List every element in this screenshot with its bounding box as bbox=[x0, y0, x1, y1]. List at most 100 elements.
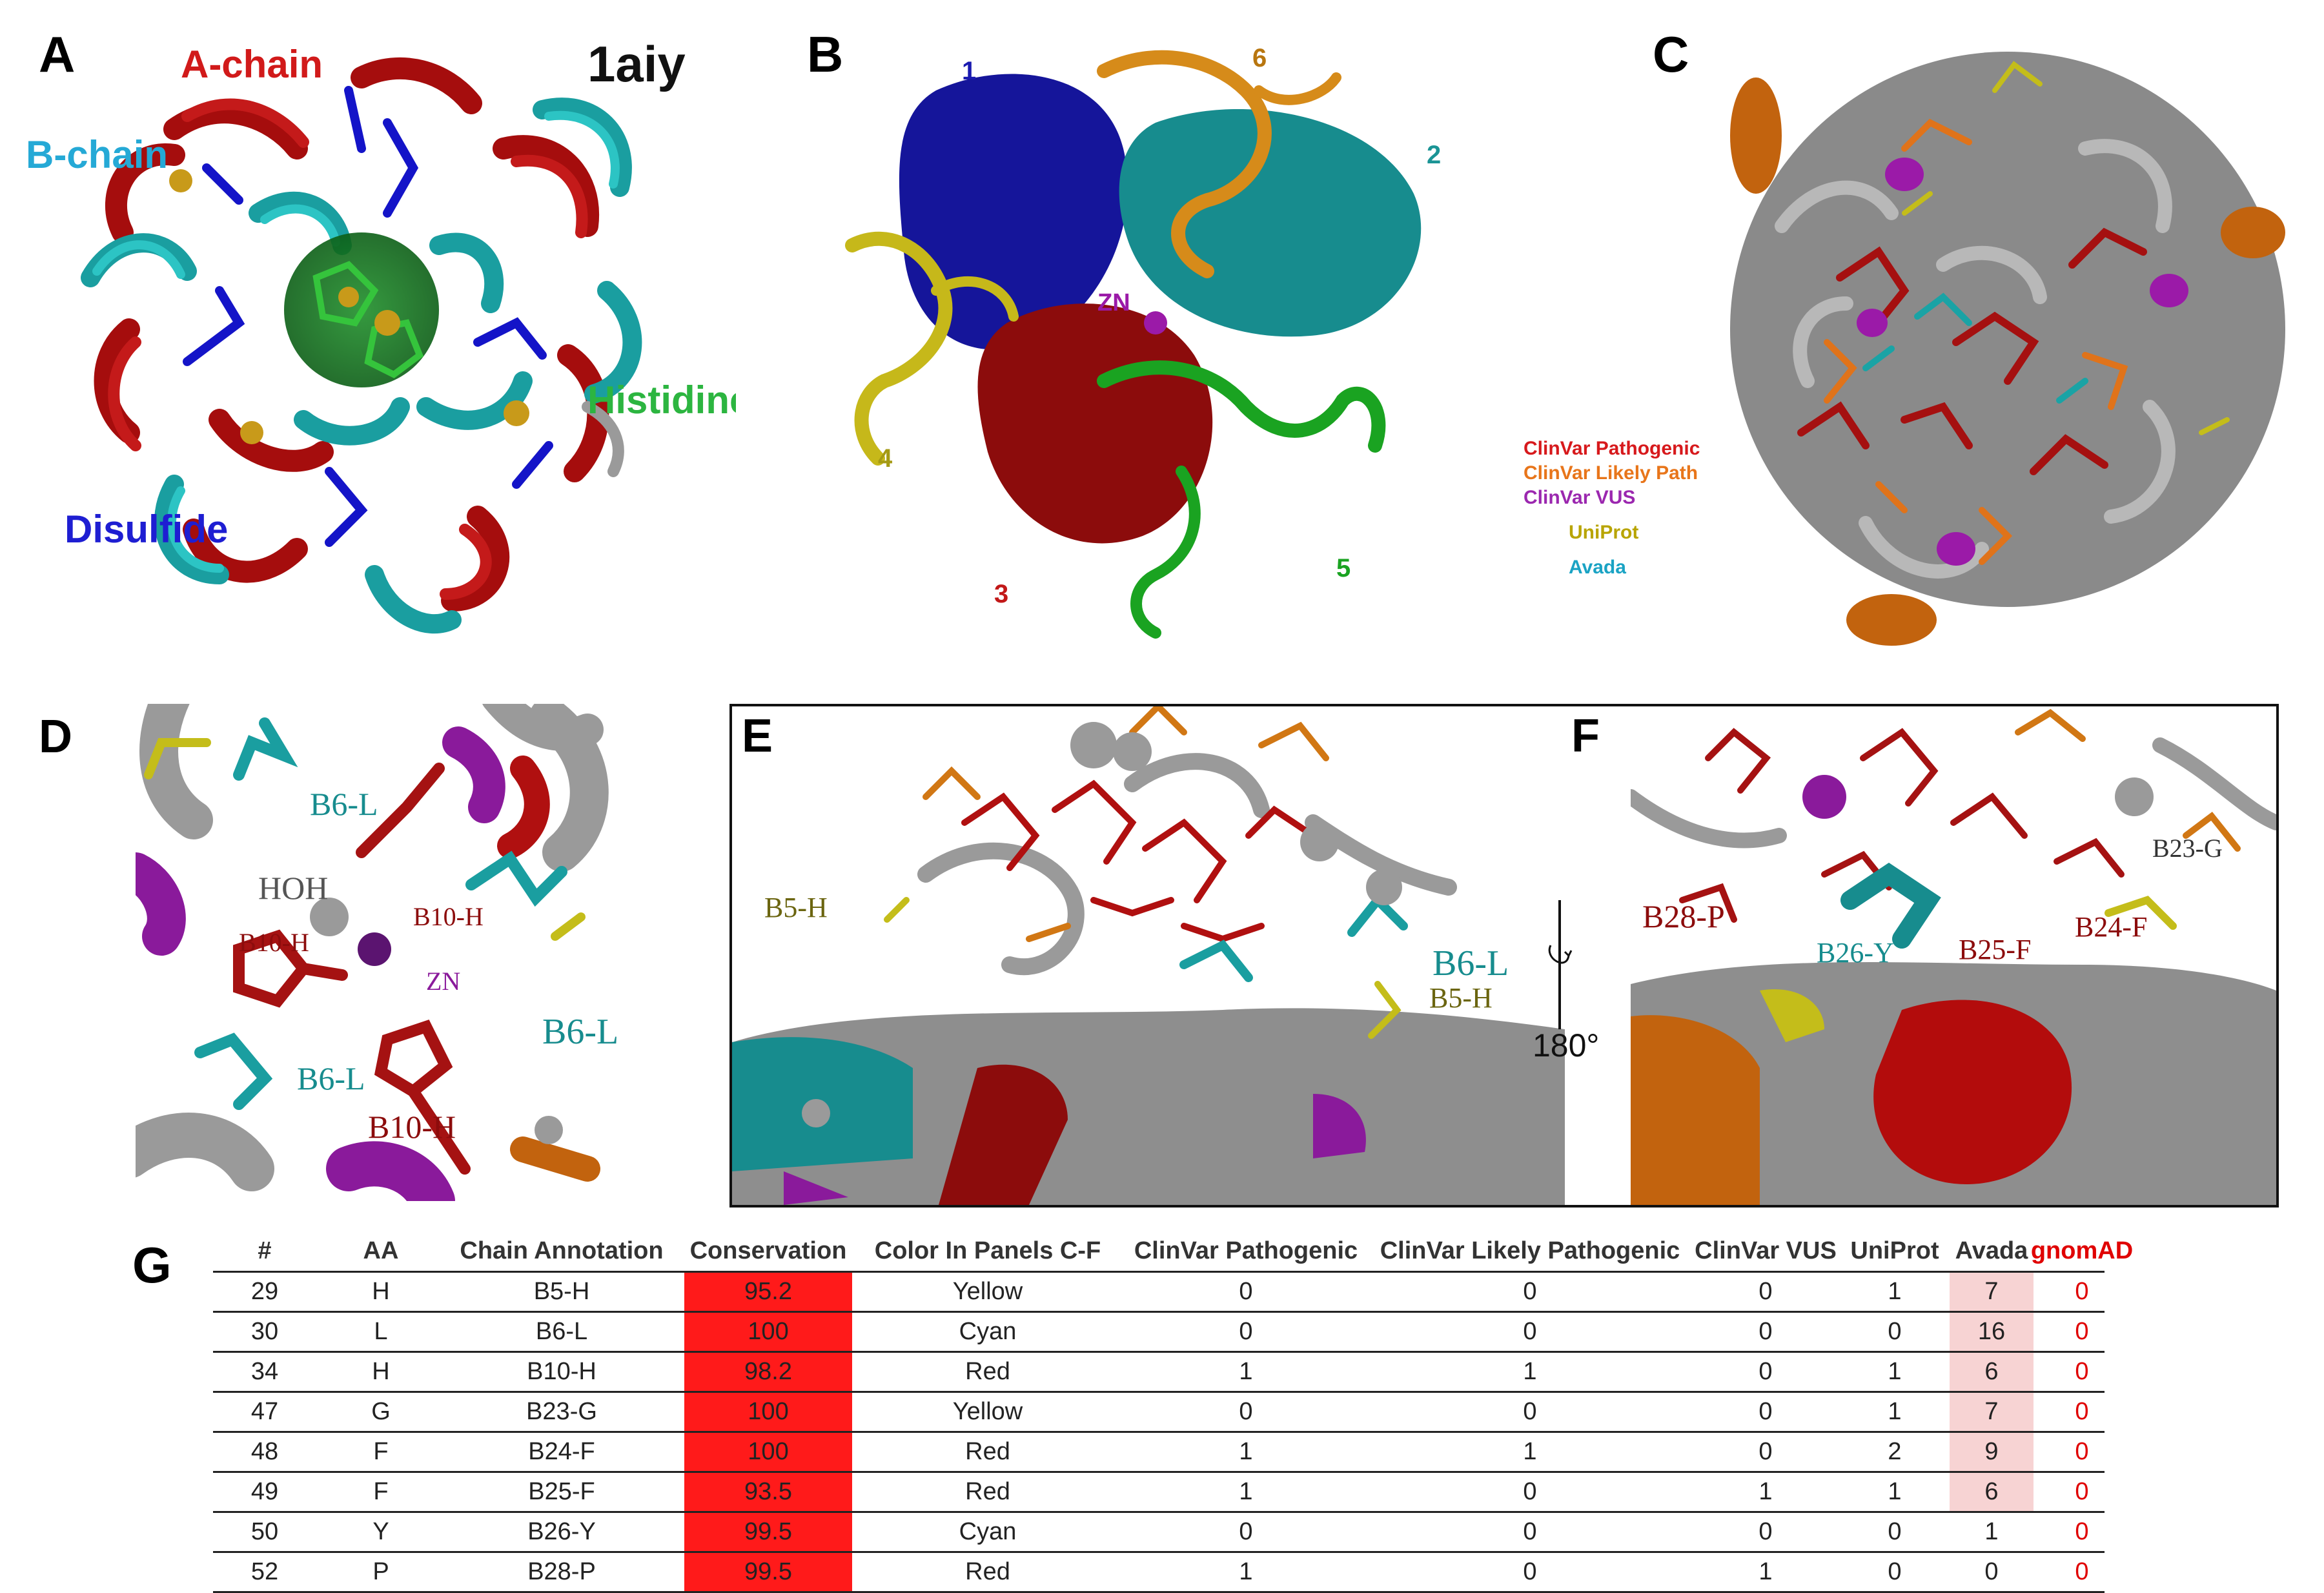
cell-clinvar-likely-pathogenic: 0 bbox=[1523, 1278, 1537, 1305]
cell-gnomad: 0 bbox=[2075, 1558, 2089, 1585]
cell-color: Yellow bbox=[952, 1398, 1023, 1425]
cell-clinvar-vus: 1 bbox=[1758, 1478, 1773, 1505]
cell-conservation: 93.5 bbox=[684, 1473, 852, 1511]
legend-uniprot: UniProt bbox=[1569, 522, 1639, 543]
cell-gnomad: 0 bbox=[2075, 1398, 2089, 1425]
panel-d-label: D bbox=[39, 711, 72, 763]
panel-a-label: A bbox=[39, 26, 76, 83]
cell-num: 52 bbox=[250, 1558, 279, 1585]
f-b25f: B25-F bbox=[1959, 934, 2032, 965]
cell-aa: F bbox=[373, 1438, 389, 1465]
cell-conservation: 99.5 bbox=[684, 1513, 852, 1551]
cell-conservation: 98.2 bbox=[684, 1353, 852, 1391]
cell-conservation: 100 bbox=[684, 1313, 852, 1351]
cell-aa: H bbox=[372, 1358, 390, 1385]
cell-aa: H bbox=[372, 1278, 390, 1305]
cell-color: Red bbox=[965, 1358, 1010, 1385]
cell-chain-annotation: B24-F bbox=[528, 1438, 595, 1465]
table-row: 29 H B5-H 95.2 Yellow 0 0 0 1 7 0 bbox=[213, 1273, 2105, 1313]
cell-chain-annotation: B6-L bbox=[535, 1318, 588, 1345]
cell-uniprot: 0 bbox=[1888, 1318, 1902, 1345]
cell-clinvar-pathogenic: 0 bbox=[1239, 1278, 1253, 1305]
cell-conservation: 95.2 bbox=[684, 1273, 852, 1311]
cell-uniprot: 2 bbox=[1888, 1438, 1902, 1465]
cell-aa: Y bbox=[372, 1518, 389, 1545]
cell-clinvar-vus: 1 bbox=[1758, 1558, 1773, 1585]
legend-clinvar-pathogenic: ClinVar Pathogenic bbox=[1524, 438, 1700, 459]
panel-c-legend: ClinVar Pathogenic ClinVar Likely Path C… bbox=[1524, 439, 1700, 577]
cell-gnomad: 0 bbox=[2075, 1358, 2089, 1385]
d-b6l-top: B6-L bbox=[310, 786, 378, 822]
panel-f-label: F bbox=[1571, 710, 1600, 762]
panel-c-label: C bbox=[1653, 26, 1689, 83]
d-b6l-right: B6-L bbox=[542, 1012, 619, 1052]
header-avada: Avada bbox=[1955, 1237, 2028, 1264]
cell-conservation: 100 bbox=[684, 1433, 852, 1471]
e-b5h-left: B5-H bbox=[764, 892, 828, 923]
header-clinvar-likely-pathogenic: ClinVar Likely Pathogenic bbox=[1380, 1237, 1680, 1264]
b-label-zn: ZN bbox=[1097, 289, 1130, 316]
cell-num: 48 bbox=[250, 1438, 279, 1465]
panel-c: C ClinVar Pathogenic ClinVar Likely Path… bbox=[1504, 19, 2305, 665]
panel-g-label: G bbox=[132, 1237, 172, 1293]
table-header-row: # AA Chain Annotation Conservation Color In … bbox=[213, 1231, 2133, 1273]
cell-chain-annotation: B26-Y bbox=[527, 1518, 596, 1545]
panel-e-label: E bbox=[742, 710, 773, 762]
cell-uniprot: 0 bbox=[1888, 1558, 1902, 1585]
panel-f-structure bbox=[1631, 708, 2276, 1205]
header-aa: AA bbox=[363, 1237, 399, 1264]
cell-chain-annotation: B28-P bbox=[527, 1558, 596, 1585]
cell-clinvar-vus: 0 bbox=[1758, 1318, 1773, 1345]
cell-chain-annotation: B25-F bbox=[528, 1478, 595, 1505]
cell-uniprot: 1 bbox=[1888, 1398, 1902, 1425]
cell-color: Red bbox=[965, 1438, 1010, 1465]
cell-clinvar-pathogenic: 1 bbox=[1239, 1558, 1253, 1585]
panel-b: B 1 6 2 ZN 4 3 5 bbox=[794, 19, 1536, 659]
cell-color: Yellow bbox=[952, 1278, 1023, 1305]
cell-gnomad: 0 bbox=[2075, 1318, 2089, 1345]
cell-color: Red bbox=[965, 1558, 1010, 1585]
cell-aa: F bbox=[373, 1478, 389, 1505]
cell-clinvar-vus: 0 bbox=[1758, 1358, 1773, 1385]
cell-avada: 7 bbox=[1950, 1273, 2034, 1311]
table-row: 34 H B10-H 98.2 Red 1 1 0 1 6 0 bbox=[213, 1353, 2105, 1393]
cell-clinvar-pathogenic: 0 bbox=[1239, 1398, 1253, 1425]
cell-color: Cyan bbox=[959, 1318, 1017, 1345]
table-row: 52 P B28-P 99.5 Red 1 0 1 0 0 0 bbox=[213, 1553, 2105, 1593]
cell-clinvar-likely-pathogenic: 0 bbox=[1523, 1398, 1537, 1425]
annotation-table: # AA Chain Annotation Conservation Color In … bbox=[213, 1231, 2133, 1593]
cell-avada: 7 bbox=[1950, 1393, 2034, 1431]
cell-avada: 9 bbox=[1950, 1433, 2034, 1471]
cell-num: 47 bbox=[250, 1398, 279, 1425]
d-b6l-bottom: B6-L bbox=[297, 1060, 365, 1096]
cell-conservation: 99.5 bbox=[684, 1553, 852, 1591]
cell-avada: 16 bbox=[1950, 1313, 2034, 1351]
cell-clinvar-pathogenic: 1 bbox=[1239, 1358, 1253, 1385]
cell-clinvar-pathogenic: 0 bbox=[1239, 1518, 1253, 1545]
panel-d-structure bbox=[136, 704, 609, 1201]
cell-uniprot: 1 bbox=[1888, 1278, 1902, 1305]
cell-uniprot: 1 bbox=[1888, 1358, 1902, 1385]
histidine-label: Histidine bbox=[587, 378, 736, 422]
d-hoh: HOH bbox=[258, 870, 329, 906]
header-conservation: Conservation bbox=[689, 1237, 847, 1264]
table-row: 47 G B23-G 100 Yellow 0 0 0 1 7 0 bbox=[213, 1393, 2105, 1433]
cell-clinvar-pathogenic: 1 bbox=[1239, 1478, 1253, 1505]
b-label-5: 5 bbox=[1336, 554, 1351, 582]
cell-gnomad: 0 bbox=[2075, 1278, 2089, 1305]
legend-clinvar-vus: ClinVar VUS bbox=[1524, 487, 1636, 508]
cell-clinvar-vus: 0 bbox=[1758, 1438, 1773, 1465]
panel-d: D B6-L HOH B10-H B10-H ZN B6-L B6-L B10-… bbox=[39, 704, 684, 1201]
cell-clinvar-likely-pathogenic: 0 bbox=[1523, 1478, 1537, 1505]
b-label-3: 3 bbox=[994, 580, 1009, 608]
cell-uniprot: 1 bbox=[1888, 1478, 1902, 1505]
cell-uniprot: 0 bbox=[1888, 1518, 1902, 1545]
b-label-6: 6 bbox=[1252, 44, 1267, 72]
panel-a-structure bbox=[81, 57, 642, 634]
cell-clinvar-likely-pathogenic: 0 bbox=[1523, 1558, 1537, 1585]
cell-clinvar-vus: 0 bbox=[1758, 1278, 1773, 1305]
d-b10h-right: B10-H bbox=[413, 902, 484, 931]
panel-e-structure bbox=[732, 706, 1565, 1205]
panel-c-structure bbox=[1730, 52, 2285, 646]
d-b10h-bottom: B10-H bbox=[368, 1109, 456, 1145]
